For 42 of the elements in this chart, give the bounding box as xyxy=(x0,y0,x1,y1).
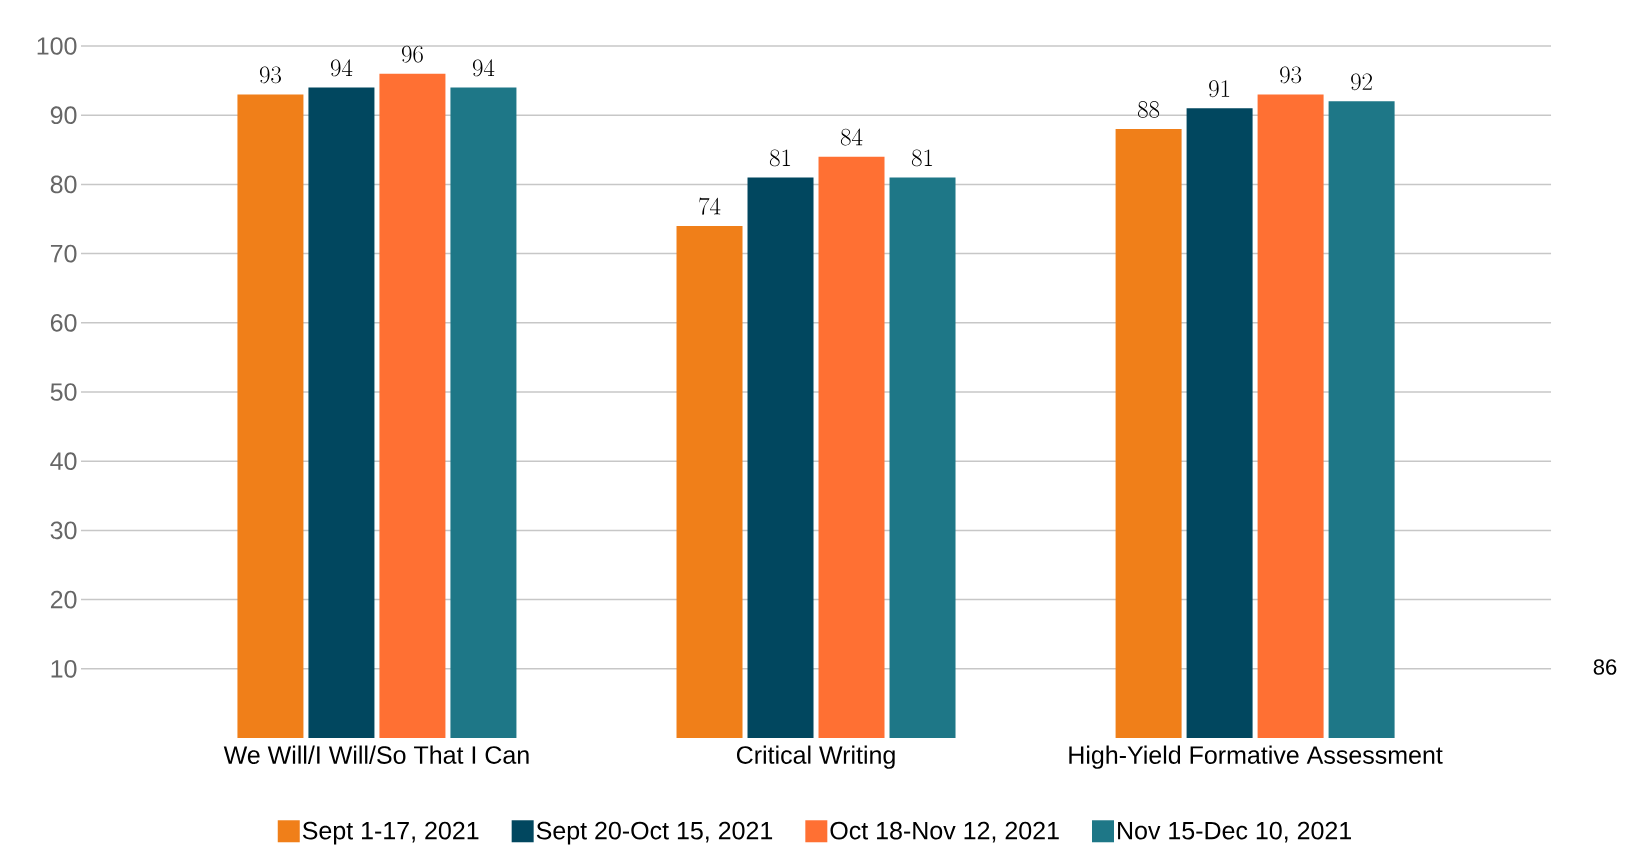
data-label: 84 xyxy=(840,128,863,146)
bar xyxy=(747,177,814,738)
bar xyxy=(308,87,375,738)
bar xyxy=(1328,101,1395,738)
data-label: 94 xyxy=(472,59,495,77)
legend-label: Sept 1-17, 2021 xyxy=(302,821,479,845)
bar xyxy=(889,177,956,738)
y-tick-label: 70 xyxy=(50,244,77,263)
y-tick-label: 10 xyxy=(51,659,77,678)
y-tick-label: 40 xyxy=(50,452,77,471)
data-label: 93 xyxy=(1280,66,1302,84)
data-label: 93 xyxy=(259,66,281,84)
bar xyxy=(1186,108,1253,738)
legend-label: Nov 15-Dec 10, 2021 xyxy=(1118,821,1351,843)
y-tick-label: 100 xyxy=(37,37,77,55)
bar xyxy=(818,156,885,738)
y-tick-label: 80 xyxy=(50,175,77,194)
data-label: 92 xyxy=(1351,73,1372,91)
y-tick-label: 20 xyxy=(50,590,77,609)
bar xyxy=(1115,129,1182,738)
bar xyxy=(1257,94,1324,738)
text: 86 xyxy=(1593,659,1617,675)
data-label: 74 xyxy=(699,197,721,215)
bar xyxy=(450,87,517,738)
data-label: 94 xyxy=(330,59,353,77)
x-tick-label: We Will/I Will/So That I Can xyxy=(223,745,529,764)
y-tick-label: 90 xyxy=(50,106,77,125)
data-label: 81 xyxy=(769,149,791,167)
bar xyxy=(237,94,304,738)
y-tick-label: 50 xyxy=(50,383,77,401)
y-tick-label: 30 xyxy=(50,521,77,540)
legend-label: Oct 18-Nov 12, 2021 xyxy=(830,821,1059,843)
data-label: 81 xyxy=(911,149,933,167)
legend-label: Sept 20-Oct 15, 2021 xyxy=(536,821,773,845)
x-tick-label: High-Yield Formative Assessment xyxy=(1069,745,1443,769)
bar xyxy=(379,73,446,738)
data-label: 91 xyxy=(1209,80,1230,98)
x-tick-label: Critical Writing xyxy=(736,745,895,769)
bar xyxy=(676,225,743,738)
y-tick-label: 60 xyxy=(50,313,77,332)
data-label: 88 xyxy=(1138,101,1160,118)
data-label: 96 xyxy=(401,45,423,63)
